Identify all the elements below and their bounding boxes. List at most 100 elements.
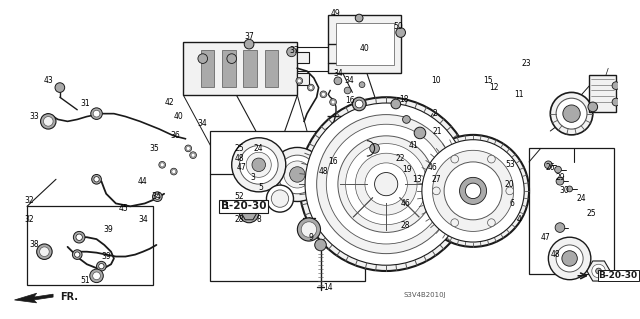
Circle shape — [465, 183, 481, 199]
Circle shape — [239, 145, 278, 184]
Circle shape — [353, 97, 366, 111]
Bar — [201, 50, 214, 87]
Text: 48: 48 — [235, 153, 244, 163]
Text: 52: 52 — [235, 192, 244, 201]
Circle shape — [355, 14, 363, 22]
Circle shape — [555, 166, 561, 173]
Circle shape — [155, 194, 160, 199]
Text: B-20-30: B-20-30 — [221, 201, 266, 211]
Text: 35: 35 — [150, 144, 159, 153]
Text: 28: 28 — [235, 215, 244, 224]
Circle shape — [300, 97, 473, 271]
Text: 26: 26 — [545, 163, 555, 172]
Polygon shape — [587, 261, 610, 281]
Text: B-20-30: B-20-30 — [598, 271, 637, 280]
Bar — [328, 15, 401, 73]
Text: 9: 9 — [308, 233, 314, 242]
Text: 34: 34 — [344, 76, 355, 85]
Bar — [298, 52, 309, 63]
Text: 4: 4 — [517, 215, 522, 224]
Circle shape — [307, 84, 314, 91]
Circle shape — [556, 98, 587, 129]
Circle shape — [90, 269, 103, 283]
Text: 15: 15 — [483, 76, 492, 85]
Circle shape — [422, 140, 524, 242]
Circle shape — [243, 207, 255, 219]
Circle shape — [355, 153, 417, 215]
Text: 2: 2 — [432, 109, 437, 118]
Circle shape — [588, 102, 598, 112]
Text: 39: 39 — [103, 225, 113, 234]
Circle shape — [91, 108, 102, 119]
Circle shape — [239, 204, 259, 223]
Text: S3V4B2010J: S3V4B2010J — [403, 292, 446, 298]
Circle shape — [298, 79, 301, 83]
Text: 11: 11 — [515, 90, 524, 99]
Text: 20: 20 — [505, 180, 515, 189]
Circle shape — [172, 170, 176, 174]
Text: 44: 44 — [138, 177, 148, 186]
Bar — [211, 131, 365, 281]
Circle shape — [334, 77, 342, 85]
Text: 51: 51 — [80, 276, 90, 285]
Bar — [27, 206, 152, 286]
Text: 25: 25 — [586, 209, 596, 218]
Circle shape — [346, 144, 427, 225]
Polygon shape — [241, 206, 257, 220]
Circle shape — [359, 82, 365, 88]
Text: 34: 34 — [333, 69, 343, 78]
Circle shape — [290, 167, 305, 182]
Circle shape — [159, 161, 166, 168]
Bar — [336, 23, 394, 65]
Circle shape — [40, 114, 56, 129]
Text: 30: 30 — [560, 186, 570, 195]
Bar — [222, 50, 236, 87]
Circle shape — [301, 222, 317, 237]
Text: 18: 18 — [399, 95, 408, 104]
Circle shape — [331, 100, 335, 104]
Text: 1: 1 — [225, 202, 229, 211]
Circle shape — [296, 78, 303, 84]
Text: 50: 50 — [393, 22, 403, 31]
Text: FR.: FR. — [60, 292, 78, 302]
Text: 28: 28 — [401, 221, 410, 230]
Circle shape — [550, 93, 593, 135]
Text: 21: 21 — [433, 127, 442, 136]
Circle shape — [488, 219, 495, 226]
Text: 25: 25 — [235, 144, 244, 153]
Text: 13: 13 — [412, 175, 422, 184]
Circle shape — [326, 124, 446, 244]
Circle shape — [94, 177, 99, 182]
Circle shape — [40, 247, 49, 256]
Circle shape — [414, 127, 426, 139]
Circle shape — [55, 83, 65, 93]
Circle shape — [298, 218, 321, 241]
Circle shape — [545, 161, 552, 169]
Circle shape — [370, 144, 380, 153]
Text: 19: 19 — [403, 165, 412, 174]
Text: 47: 47 — [541, 233, 550, 242]
Text: 41: 41 — [408, 141, 418, 150]
Circle shape — [433, 187, 440, 195]
Circle shape — [72, 250, 82, 259]
Text: 32: 32 — [24, 196, 34, 205]
Circle shape — [374, 173, 397, 196]
Circle shape — [451, 155, 459, 163]
Text: 10: 10 — [431, 76, 441, 85]
Text: 22: 22 — [396, 153, 405, 163]
Text: 40: 40 — [360, 44, 370, 54]
Circle shape — [170, 168, 177, 175]
Bar — [243, 50, 257, 87]
Text: 14: 14 — [323, 283, 333, 292]
Circle shape — [417, 135, 529, 247]
Circle shape — [186, 146, 190, 150]
Text: 49: 49 — [331, 9, 341, 18]
Circle shape — [488, 155, 495, 163]
Text: 34: 34 — [138, 215, 148, 224]
Circle shape — [592, 264, 605, 278]
Circle shape — [396, 28, 406, 37]
Bar — [298, 73, 309, 85]
Text: 31: 31 — [80, 100, 90, 108]
Bar — [184, 42, 298, 95]
Text: 53: 53 — [505, 160, 515, 169]
